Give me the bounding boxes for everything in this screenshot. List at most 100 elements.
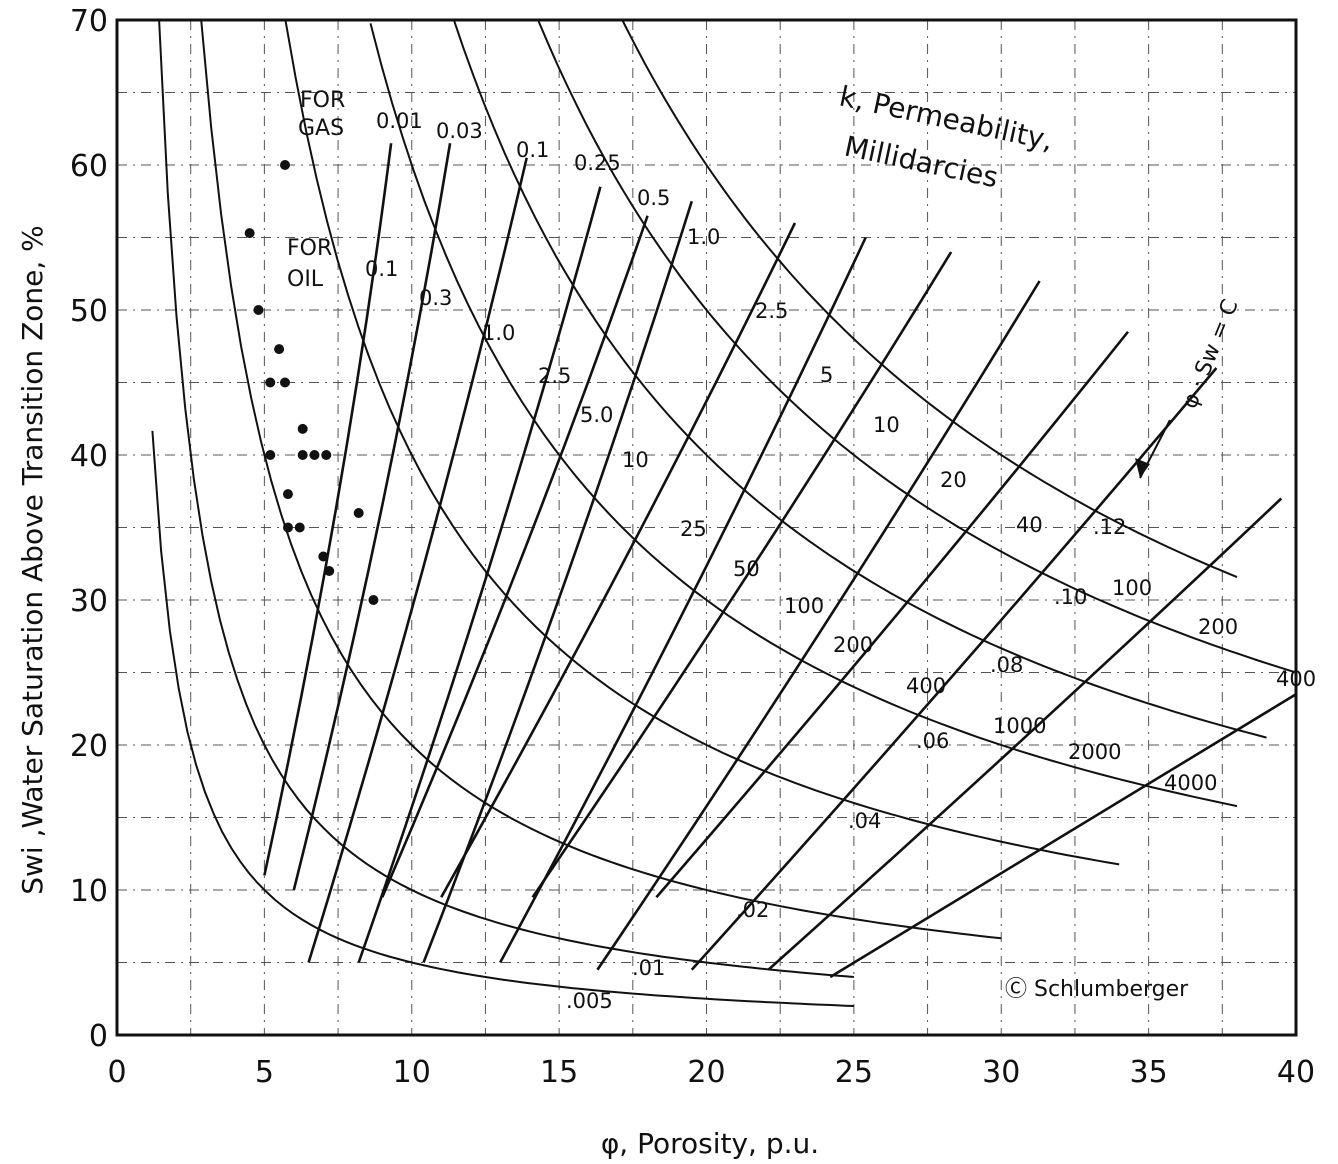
bvw-curve-label: .02: [736, 898, 769, 922]
gas-curve-label: 0.25: [574, 151, 621, 175]
data-point: [297, 423, 308, 434]
gas-curve-label: 0.03: [436, 119, 483, 143]
bvw-curve-.02: [200, 19, 1002, 940]
oil-curve-label: 50: [733, 557, 760, 581]
bvw-curve-.12: [621, 19, 1238, 579]
bvw-curve-label: .04: [848, 809, 881, 833]
data-point: [253, 305, 264, 315]
oil-curve-label: 200: [833, 633, 873, 657]
data-point: [282, 489, 293, 500]
data-point: [309, 450, 320, 460]
permeability-curve-2.5: [440, 222, 797, 898]
permeability-curves: [263, 143, 1297, 979]
y-tick-label: 40: [70, 439, 108, 474]
oil-curve-label: 2.5: [538, 364, 571, 388]
permeability-curve-0.03: [292, 143, 452, 891]
data-point: [282, 522, 293, 533]
for-oil-label-1: FOR: [287, 236, 332, 261]
oil-curve-label: 4000: [1164, 771, 1217, 795]
x-tick-label: 20: [687, 1055, 725, 1090]
oil-curve-label: 10: [622, 448, 649, 472]
permeability-curve-0.01: [263, 143, 393, 876]
permeability-curve-40: [655, 330, 1130, 899]
oil-curve-label: 400: [906, 674, 946, 698]
permeability-curve-20: [596, 280, 1041, 971]
y-tick-label: 0: [89, 1019, 108, 1054]
gas-curve-label: 10: [873, 413, 900, 437]
data-point: [280, 377, 291, 388]
for-oil-label-2: OIL: [287, 267, 324, 292]
permeability-curve-10: [531, 251, 953, 898]
data-point: [265, 377, 276, 388]
oil-curve-label: 1.0: [482, 321, 515, 345]
gas-curve-label: 100: [1112, 576, 1152, 600]
x-tick-label: 10: [393, 1055, 431, 1090]
data-point: [280, 160, 291, 170]
permeability-curve-0.5: [381, 215, 649, 898]
permeability-curve-400: [829, 693, 1297, 979]
x-tick-label: 35: [1130, 1055, 1168, 1090]
gas-curve-label: 1.0: [687, 225, 720, 249]
gas-curve-label: 5: [820, 363, 833, 387]
x-tick-label: 40: [1277, 1055, 1315, 1090]
bvw-curve-.06: [369, 23, 1238, 808]
for-gas-label-2: GAS: [298, 116, 344, 141]
oil-curve-label: 100: [784, 594, 824, 618]
plot-frame: [115, 18, 1298, 1037]
permeability-curve-0.25: [357, 186, 602, 963]
permeability-curve-200: [767, 497, 1283, 971]
oil-curve-label: 0.3: [419, 286, 452, 310]
y-tick-label: 30: [70, 584, 108, 619]
y-axis-label: Swi ,Water Saturation Above Transition Z…: [16, 225, 49, 895]
y-tick-label: 50: [70, 294, 108, 329]
gas-curve-label: 0.1: [516, 138, 549, 162]
gas-curve-label: 400: [1276, 667, 1316, 691]
data-point: [318, 551, 329, 562]
scatter-points: [244, 160, 379, 605]
gas-curve-label: 200: [1198, 615, 1238, 639]
bulk-volume-water-curves: [151, 19, 1297, 1007]
bvw-curve-.08: [452, 19, 1267, 739]
x-tick-labels: 0 5 10 15 20 25 30 35 40: [107, 1055, 1315, 1090]
gas-curve-label: 2.5: [755, 299, 788, 323]
x-tick-label: 25: [835, 1055, 873, 1090]
y-tick-label: 20: [70, 729, 108, 764]
oil-curve-label: 0.1: [365, 257, 398, 281]
bvw-curve-.10: [537, 20, 1297, 674]
y-tick-label: 70: [70, 4, 108, 39]
y-tick-labels: 0 10 20 30 40 50 60 70: [70, 4, 108, 1054]
gas-curve-label: 0.01: [376, 109, 423, 133]
bvw-curve-label: .01: [632, 956, 665, 980]
bvw-curve-.04: [284, 19, 1120, 866]
data-point: [324, 566, 335, 576]
copyright-label: Ⓒ Schlumberger: [1005, 977, 1189, 1002]
oil-curve-label: 2000: [1068, 740, 1121, 764]
data-point: [294, 522, 305, 533]
x-tick-label: 0: [107, 1055, 126, 1090]
data-point: [297, 450, 308, 460]
bvw-curve-.005: [151, 430, 854, 1007]
for-gas-label-1: FOR: [300, 88, 345, 113]
permeability-curve-0.1: [307, 157, 528, 963]
data-point: [244, 228, 255, 239]
data-point: [353, 508, 364, 518]
x-tick-label: 15: [540, 1055, 578, 1090]
constant-arrowhead: [1135, 458, 1150, 478]
x-axis-label: φ, Porosity, p.u.: [601, 1127, 819, 1160]
gas-curve-label: 40: [1016, 513, 1043, 537]
bvw-curve-.01: [158, 19, 854, 978]
constant-label: φ · Sw = C: [1177, 296, 1243, 412]
data-point: [321, 450, 332, 460]
bvw-curve-label: .08: [990, 653, 1023, 677]
oil-curve-label: 1000: [993, 714, 1046, 738]
bvw-curve-label: .12: [1093, 515, 1126, 539]
bvw-curve-label: .10: [1054, 585, 1087, 609]
permeability-curve-100: [690, 367, 1218, 971]
gas-curve-label: 0.5: [637, 186, 670, 210]
x-tick-label: 30: [982, 1055, 1020, 1090]
y-tick-label: 10: [70, 874, 108, 909]
oil-curve-label: 5.0: [580, 403, 613, 427]
data-point: [274, 344, 285, 355]
curve-labels: 0.01 0.03 0.1 0.25 0.5 1.0 2.5 5 10 20 40 100 200 400…: [365, 109, 1316, 1013]
